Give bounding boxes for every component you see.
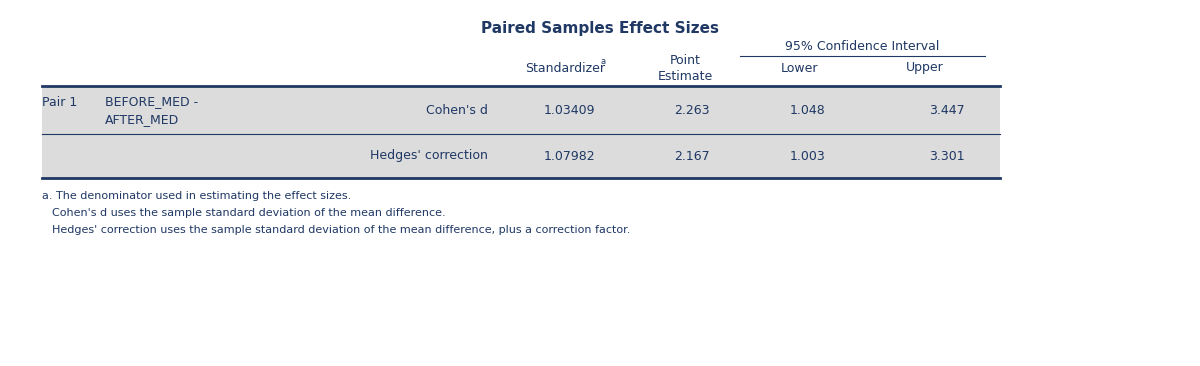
Text: Upper: Upper xyxy=(906,61,944,75)
Text: Cohen's d: Cohen's d xyxy=(426,104,488,116)
Bar xyxy=(42,86,1000,134)
Text: Cohen's d uses the sample standard deviation of the mean difference.: Cohen's d uses the sample standard devia… xyxy=(52,208,445,218)
Text: Standardizer: Standardizer xyxy=(526,61,605,75)
Text: Point
Estimate: Point Estimate xyxy=(658,53,713,82)
Text: 2.263: 2.263 xyxy=(674,104,710,116)
Text: 95% Confidence Interval: 95% Confidence Interval xyxy=(785,40,940,52)
Text: a. The denominator used in estimating the effect sizes.: a. The denominator used in estimating th… xyxy=(42,191,352,201)
Text: Pair 1: Pair 1 xyxy=(42,96,77,108)
Text: 3.301: 3.301 xyxy=(929,149,965,163)
Text: Hedges' correction: Hedges' correction xyxy=(370,149,488,163)
Text: a: a xyxy=(600,57,606,67)
Text: BEFORE_MED -: BEFORE_MED - xyxy=(106,96,198,108)
Text: 3.447: 3.447 xyxy=(929,104,965,116)
Text: 1.048: 1.048 xyxy=(790,104,826,116)
Bar xyxy=(42,134,1000,178)
Text: 1.07982: 1.07982 xyxy=(544,149,595,163)
Text: Hedges' correction uses the sample standard deviation of the mean difference, pl: Hedges' correction uses the sample stand… xyxy=(52,225,630,235)
Text: Paired Samples Effect Sizes: Paired Samples Effect Sizes xyxy=(481,20,719,36)
Text: 1.03409: 1.03409 xyxy=(544,104,595,116)
Text: AFTER_MED: AFTER_MED xyxy=(106,113,179,127)
Text: 1.003: 1.003 xyxy=(790,149,826,163)
Text: Lower: Lower xyxy=(781,61,818,75)
Text: 2.167: 2.167 xyxy=(674,149,710,163)
